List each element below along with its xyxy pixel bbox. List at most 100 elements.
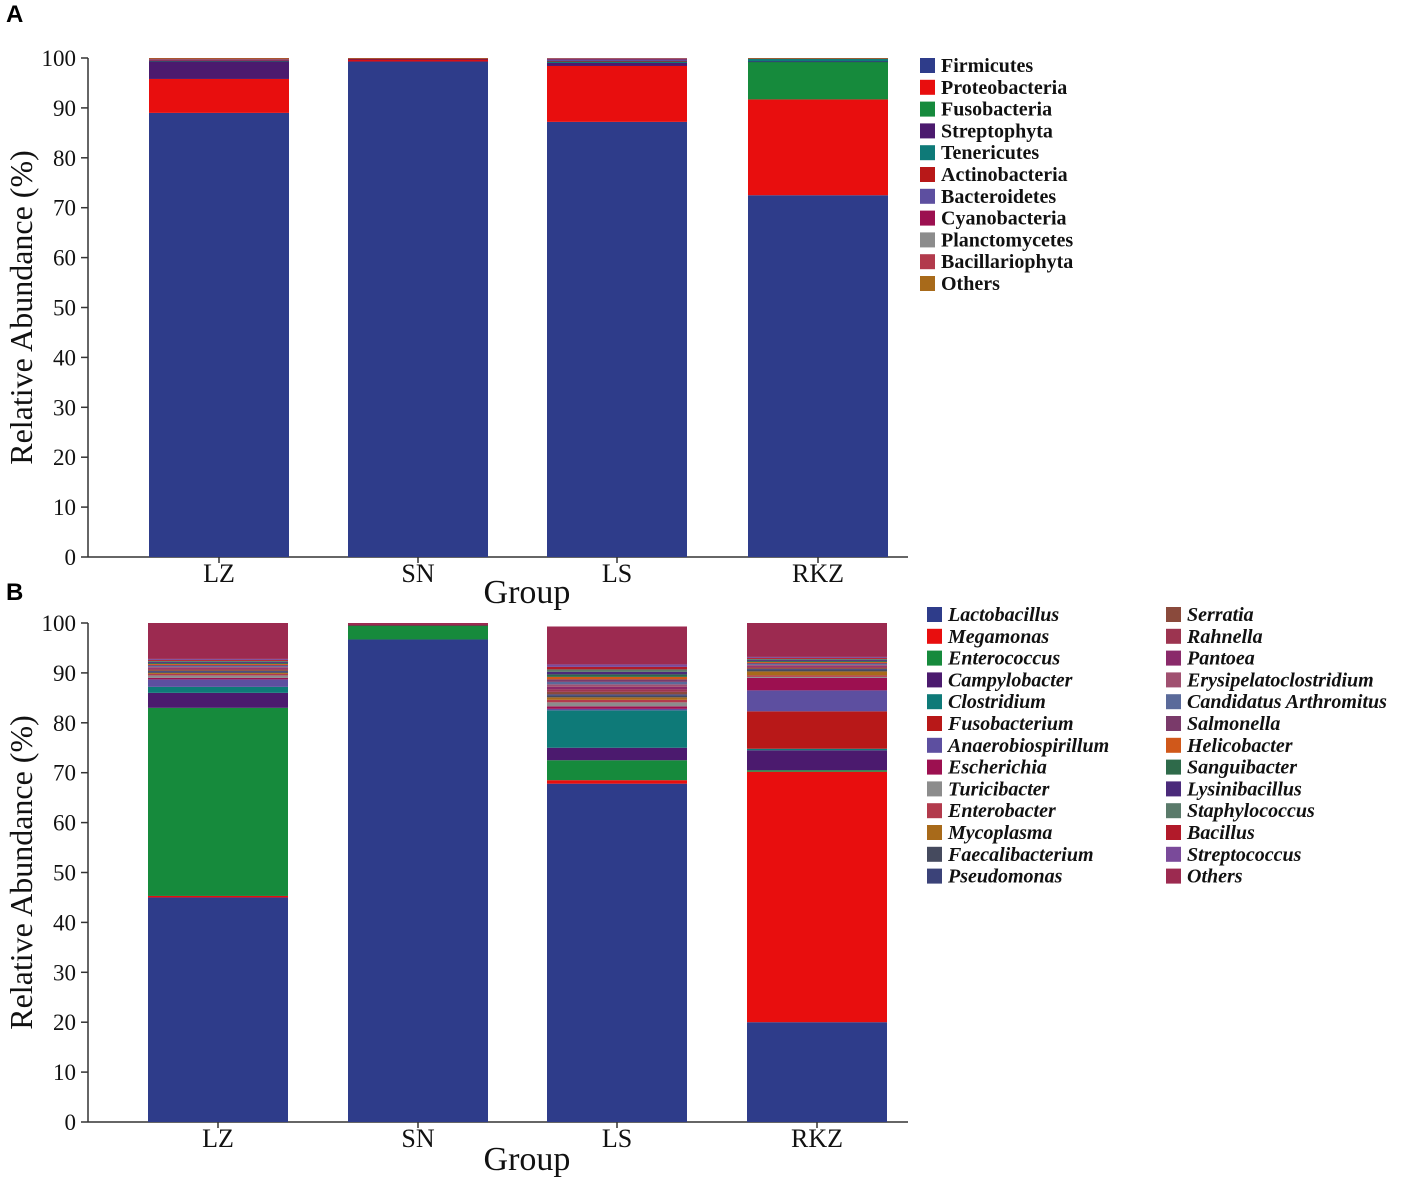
bar-segment-ls-clostridium: [547, 710, 687, 748]
legend-swatch: [1166, 628, 1181, 644]
legend-swatch: [920, 188, 935, 204]
legend-entry: Actinobacteria: [941, 164, 1068, 186]
bar-segment-rkz-fusobacteria: [748, 61, 888, 100]
bar-segment-rkz-others: [747, 623, 887, 657]
bar-segment-lz-candidatus-arthromitus: [148, 665, 288, 667]
bar-segment-lz-enterobacter: [148, 673, 288, 676]
bar-segment-sn-escherichia: [348, 624, 488, 626]
legend-swatch: [1166, 737, 1181, 753]
bar-segment-lz-erysipelatoclostridium: [148, 666, 288, 668]
x-category-label: LZ: [203, 559, 235, 588]
bar-segment-lz-planctomycetes: [149, 58, 289, 60]
bar-segment-ls-sanguibacter: [547, 674, 687, 677]
bar-segment-lz-bacteroidetes: [149, 59, 289, 61]
bar-segment-lz-pantoea: [148, 667, 288, 669]
bar-segment-lz-others: [149, 58, 289, 59]
legend-swatch: [927, 825, 942, 840]
y-tick-label: 10: [53, 1060, 76, 1085]
bar-segment-lz-firmicutes: [149, 112, 289, 557]
y-tick-label: 40: [53, 910, 76, 935]
legend-swatch: [1166, 846, 1181, 862]
bar-segment-lz-clostridium: [148, 686, 288, 693]
y-tick-label: 20: [53, 1010, 76, 1035]
bar-segment-ls-helicobacter: [547, 676, 687, 680]
bar-segment-rkz-enterobacter: [747, 675, 887, 677]
bar-segment-rkz-streptococcus: [747, 656, 887, 658]
legend-swatch: [1166, 694, 1181, 710]
bar-segment-rkz-lactobacillus: [747, 1022, 887, 1122]
bar-segment-lz-streptophyta: [149, 61, 289, 79]
bar-segment-lz-salmonella: [148, 664, 288, 666]
legend-entry: Bacteroidetes: [941, 186, 1056, 208]
y-tick-label: 30: [53, 960, 76, 985]
legend-entry: Others: [941, 273, 1000, 295]
bar-segment-lz-actinobacteria: [149, 60, 289, 62]
bar-segment-rkz-anaerobiospirillum: [747, 690, 887, 712]
bar-segment-ls-bacteroidetes: [547, 59, 687, 61]
bar-segment-rkz-proteobacteria: [748, 99, 888, 196]
bar-segment-ls-turicibacter: [547, 702, 687, 707]
bar-segment-lz-rahnella: [148, 668, 288, 670]
legend-entry: Bacillariophyta: [941, 251, 1073, 273]
bar-segment-lz-bacillariophyta: [149, 58, 289, 60]
legend-entry: Lysinibacillus: [1186, 778, 1302, 800]
bar-segment-sn-streptophyta: [348, 59, 488, 61]
legend-entry: Firmicutes: [941, 55, 1033, 77]
bar-segment-ls-lysinibacillus: [547, 671, 687, 675]
y-tick-label: 80: [53, 711, 76, 736]
panel-b: B 0 10 20 30 40 50 60 70 80 90 100 LZ SN LS RKZ Group Rel…: [3, 579, 1387, 1178]
x-category-label: RKZ: [792, 559, 844, 588]
bar-segment-rkz-bacillus: [747, 657, 887, 659]
bar-segment-ls-actinobacteria: [547, 60, 687, 62]
legend-entry: Salmonella: [1187, 713, 1280, 735]
bar-segment-ls-firmicutes: [547, 121, 687, 557]
bar-segment-lz-escherichia: [148, 677, 288, 680]
legend-swatch: [927, 737, 942, 753]
y-tick-label: 50: [53, 296, 76, 321]
legend-swatch: [927, 759, 942, 775]
y-tick-label: 70: [53, 761, 76, 786]
legend-swatch: [920, 167, 935, 182]
bar-segment-ls-rahnella: [547, 689, 687, 692]
legend-swatch: [927, 846, 942, 862]
bar-segment-rkz-others: [748, 58, 888, 59]
bar-segment-ls-serratia: [547, 691, 687, 695]
legend-swatch: [920, 210, 935, 226]
y-tick-label: 60: [53, 246, 76, 271]
bar-segment-ls-escherichia: [547, 706, 687, 709]
bar-segment-lz-lactobacillus: [148, 897, 288, 1122]
bar-segment-rkz-helicobacter: [747, 661, 887, 663]
legend-entry: Erysipelatoclostridium: [1186, 669, 1374, 691]
y-tick-label: 30: [53, 395, 76, 420]
legend-swatch: [1166, 607, 1181, 622]
y-tick-label: 40: [53, 345, 76, 370]
bar-segment-lz-tenericutes: [149, 60, 289, 62]
legend-swatch: [1166, 759, 1181, 775]
legend-swatch: [927, 650, 942, 666]
legend-swatch: [920, 58, 935, 73]
legend-entry: Streptophyta: [941, 120, 1053, 142]
bar-segment-lz-helicobacter: [148, 663, 288, 665]
bar-segment-ls-others: [547, 626, 687, 665]
y-axis-title: Relative Abundance (%): [3, 715, 39, 1030]
bar-segment-sn-others: [348, 623, 488, 625]
legend-entry: Others: [1187, 866, 1243, 888]
bar-segment-rkz-escherichia: [747, 677, 887, 691]
bar-segment-lz-enterococcus: [148, 707, 288, 896]
y-tick-label: 0: [65, 545, 77, 570]
legend-entry: Megamonas: [947, 626, 1049, 648]
legend-entry: Streptococcus: [1187, 844, 1302, 866]
bar-segment-ls-bacillariophyta: [547, 58, 687, 59]
legend-swatch: [927, 803, 942, 819]
legend-entry: Staphylococcus: [1187, 800, 1315, 822]
y-tick-label: 100: [42, 46, 77, 71]
x-category-label: LZ: [202, 1124, 234, 1153]
legend-entry: Fusobacteria: [941, 99, 1052, 121]
legend-entry: Enterobacter: [947, 800, 1056, 822]
legend-swatch: [920, 101, 935, 117]
legend-swatch: [927, 607, 942, 622]
y-tick-label: 70: [53, 196, 76, 221]
legend-swatch: [927, 781, 942, 797]
legend-swatch: [920, 79, 935, 95]
